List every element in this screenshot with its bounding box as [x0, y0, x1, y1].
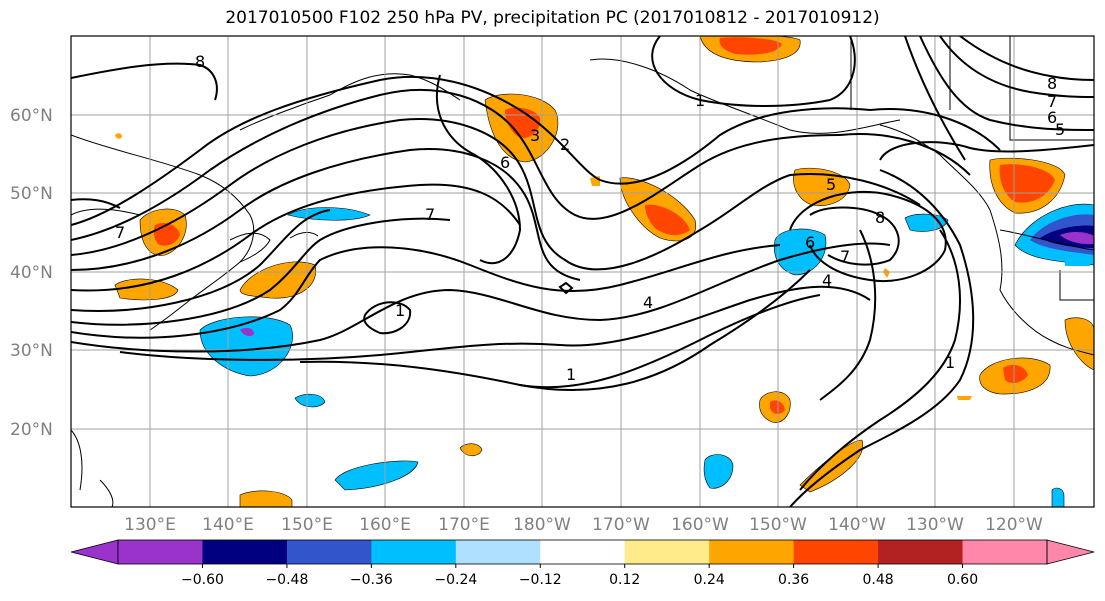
- lon-label: 150°E: [281, 515, 333, 535]
- lat-label: 30°N: [10, 341, 53, 361]
- colorbar-tick-label: 0.60: [947, 572, 978, 588]
- colorbar-extend-right: [1046, 539, 1095, 565]
- colorbar-tick-label: −0.12: [519, 572, 562, 588]
- lon-label: 160°E: [359, 515, 411, 535]
- lon-label: 130°E: [124, 515, 176, 535]
- colorbar-tick-label: −0.36: [350, 572, 393, 588]
- contour-label: 7: [425, 205, 435, 224]
- contour-label: 4: [822, 271, 832, 290]
- colorbar-cell: [371, 540, 457, 564]
- contour-label: 4: [643, 293, 653, 312]
- lon-label: 170°W: [592, 515, 650, 535]
- contour-label: 6: [805, 233, 815, 252]
- contour-label: 5: [1055, 120, 1065, 139]
- colorbar-tick-label: 0.48: [863, 572, 894, 588]
- colorbar-cell: [962, 540, 1048, 564]
- colorbar-tick-label: −0.24: [434, 572, 477, 588]
- lon-label: 140°W: [828, 515, 886, 535]
- contour-labels: 8 1 8 7 6 5 3 2 6 7 7 5 8 6 7 4 1 4 1 1: [115, 52, 1065, 384]
- map-border: [70, 35, 1095, 508]
- lat-label: 60°N: [10, 106, 53, 126]
- colorbar-cell: [455, 540, 541, 564]
- contour-label: 8: [875, 208, 885, 227]
- lat-label: 20°N: [10, 420, 53, 440]
- contour-label: 1: [566, 365, 576, 384]
- lon-label: 150°W: [749, 515, 807, 535]
- colorbar-cell: [878, 540, 964, 564]
- lat-label: 40°N: [10, 263, 53, 283]
- contour-label: 7: [1047, 92, 1057, 111]
- contour-label: 1: [395, 301, 405, 320]
- colorbar-tick-label: 0.36: [778, 572, 809, 588]
- lat-label: 50°N: [10, 184, 53, 204]
- lon-label: 170°E: [438, 515, 490, 535]
- contour-label: 1: [695, 91, 705, 110]
- colorbar-extend-left: [70, 539, 119, 565]
- contour-label: 7: [840, 247, 850, 266]
- lon-labels: 130°E 140°E 150°E 160°E 170°E 180°W 170°…: [124, 515, 1043, 535]
- colorbar-tick-label: 0.12: [609, 572, 640, 588]
- lon-label: 140°E: [202, 515, 254, 535]
- contour-label: 6: [500, 153, 510, 172]
- colorbar-cell: [202, 540, 288, 564]
- contour-label: 2: [560, 135, 570, 154]
- colorbar-cell: [286, 540, 372, 564]
- contour-label: 5: [826, 175, 836, 194]
- lon-label: 130°W: [906, 515, 964, 535]
- lon-label: 180°W: [513, 515, 571, 535]
- colorbar-tick-label: 0.24: [694, 572, 725, 588]
- map-title: 2017010500 F102 250 hPa PV, precipitatio…: [225, 8, 880, 28]
- colorbar-cell: [709, 540, 795, 564]
- contour-label: 7: [115, 223, 125, 242]
- colorbar-cell: [540, 540, 626, 564]
- colorbar-tick-label: −0.60: [181, 572, 224, 588]
- contour-label: 8: [1047, 74, 1057, 93]
- lon-label: 120°W: [985, 515, 1043, 535]
- colorbar-tick-label: −0.48: [265, 572, 308, 588]
- pv-contours: [71, 36, 1094, 507]
- contour-label: 6: [1047, 108, 1057, 127]
- colorbar-cell: [118, 540, 203, 564]
- lon-label: 160°W: [671, 515, 729, 535]
- colorbar-cell: [793, 540, 879, 564]
- contour-label: 3: [530, 126, 540, 145]
- colorbar-cell: [624, 540, 710, 564]
- colorbar: −0.60 −0.48 −0.36 −0.24 −0.12 0.12 0.24 0.36 0.4…: [70, 539, 1095, 588]
- lat-labels: 60°N 50°N 40°N 30°N 20°N: [10, 106, 53, 440]
- contour-label: 1: [945, 353, 955, 372]
- contour-label: 8: [195, 52, 205, 71]
